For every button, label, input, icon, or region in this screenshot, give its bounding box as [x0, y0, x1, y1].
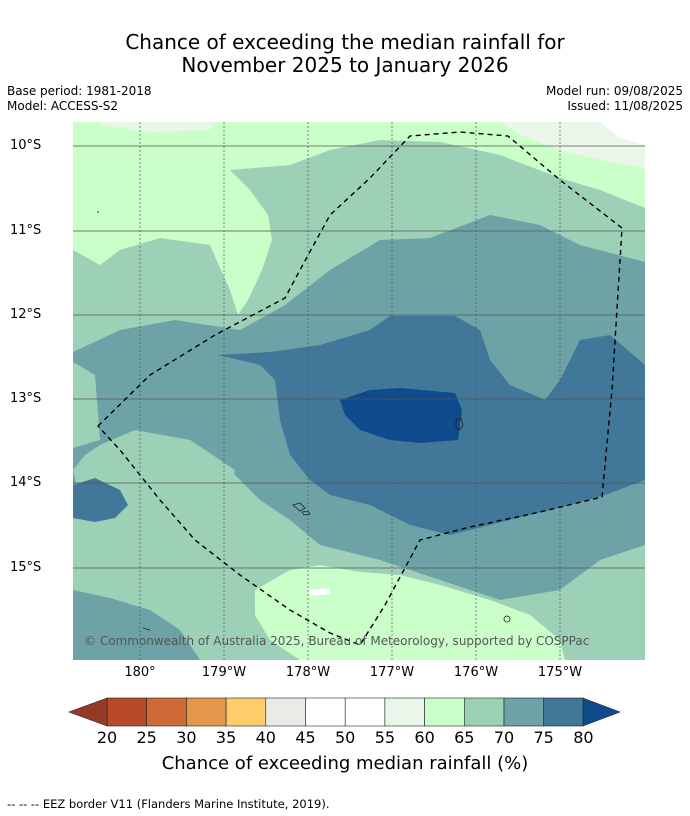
- lat-label-11s: 11°S: [10, 223, 42, 238]
- lat-label-13s: 13°S: [10, 391, 42, 406]
- region-70-southeast: [560, 610, 615, 660]
- colorbar-tick-55: 55: [374, 728, 396, 747]
- model-run: Model run: 09/08/2025: [545, 84, 683, 98]
- region-65-north: [73, 122, 645, 315]
- title-line-2: November 2025 to January 2026: [181, 53, 509, 77]
- eez-border: [97, 131, 623, 646]
- colorbar-box-9: [463, 697, 505, 727]
- colorbar-box-3: [225, 697, 267, 727]
- copyright-text: © Commonwealth of Australia 2025, Bureau…: [84, 634, 589, 648]
- colorbar-tick-75: 75: [533, 728, 554, 747]
- lat-label-15s: 15°S: [10, 560, 42, 575]
- colorbar-box-7: [384, 697, 425, 727]
- footnote: -- -- -- EEZ border V11 (Flanders Marine…: [7, 797, 330, 811]
- island-c: [503, 615, 511, 623]
- colorbar-title: Chance of exceeding median rainfall (%): [161, 753, 529, 774]
- island-d: [142, 627, 151, 631]
- colorbar-box-8: [424, 697, 465, 727]
- colorbar-tick-25: 25: [136, 728, 157, 747]
- colorbar-tick-50: 50: [335, 728, 356, 747]
- colorbar-tick-35: 35: [215, 728, 237, 747]
- model-name: Model: ACCESS-S2: [7, 99, 119, 113]
- region-60-patch-a: [100, 122, 215, 132]
- base-period: Base period: 1981-2018: [7, 84, 152, 98]
- island-e: [97, 211, 99, 213]
- lon-label-176w: 176°W: [453, 665, 499, 680]
- colorbar-tick-20: 20: [96, 728, 118, 747]
- issued-date: Issued: 11/08/2025: [567, 99, 683, 113]
- region-60-patch-b: [500, 122, 645, 168]
- island-a: [292, 502, 306, 512]
- island-b: [301, 510, 311, 516]
- region-55-small: [308, 588, 330, 596]
- lon-label-179w: 179°W: [201, 665, 247, 680]
- colorbar-box-10: [503, 697, 545, 727]
- colorbar-box-1: [146, 697, 187, 727]
- colorbar-box-11: [543, 697, 584, 727]
- map-title: Chance of exceeding the median rainfall …: [0, 31, 690, 77]
- region-55-patch: [600, 122, 645, 145]
- graticule: [73, 122, 645, 660]
- lon-label-178w: 178°W: [285, 665, 331, 680]
- lon-label-177w: 177°W: [369, 665, 415, 680]
- colorbar-box-5: [305, 697, 346, 727]
- colorbar-tick-80: 80: [573, 728, 594, 747]
- colorbar-tick-45: 45: [295, 728, 316, 747]
- colorbar-tick-65: 65: [454, 728, 475, 747]
- lon-label-175w: 175°W: [537, 665, 583, 680]
- colorbar-tick-30: 30: [176, 728, 197, 747]
- island-wallis: [455, 417, 464, 431]
- meta-left: Base period: 1981-2018 Model: ACCESS-S2: [7, 84, 152, 114]
- colorbar-tick-60: 60: [414, 728, 435, 747]
- colorbar-box-4: [265, 697, 306, 727]
- colorbar-extend-high: [582, 697, 621, 727]
- lat-label-14s: 14°S: [10, 475, 42, 490]
- lon-label-180: 180°: [124, 665, 156, 680]
- region-75-southwest: [73, 590, 200, 660]
- colorbar-box-6: [344, 697, 386, 727]
- region-65-south: [255, 565, 565, 660]
- lat-label-12s: 12°S: [10, 307, 42, 322]
- region-70-left: [73, 362, 100, 448]
- map-plot: © Commonwealth of Australia 2025, Bureau…: [73, 122, 645, 660]
- region-85: [340, 388, 462, 443]
- region-80-left: [73, 478, 128, 522]
- colorbar-tick-40: 40: [255, 728, 276, 747]
- colorbar: [68, 697, 621, 727]
- lat-label-10s: 10°S: [10, 138, 42, 153]
- meta-right: Model run: 09/08/2025 Issued: 11/08/2025: [546, 84, 683, 114]
- title-line-1: Chance of exceeding the median rainfall …: [125, 30, 565, 54]
- colorbar-box-2: [186, 697, 227, 727]
- colorbar-extend-low: [68, 697, 108, 727]
- colorbar-box-0: [106, 697, 148, 727]
- colorbar-tick-70: 70: [493, 728, 515, 747]
